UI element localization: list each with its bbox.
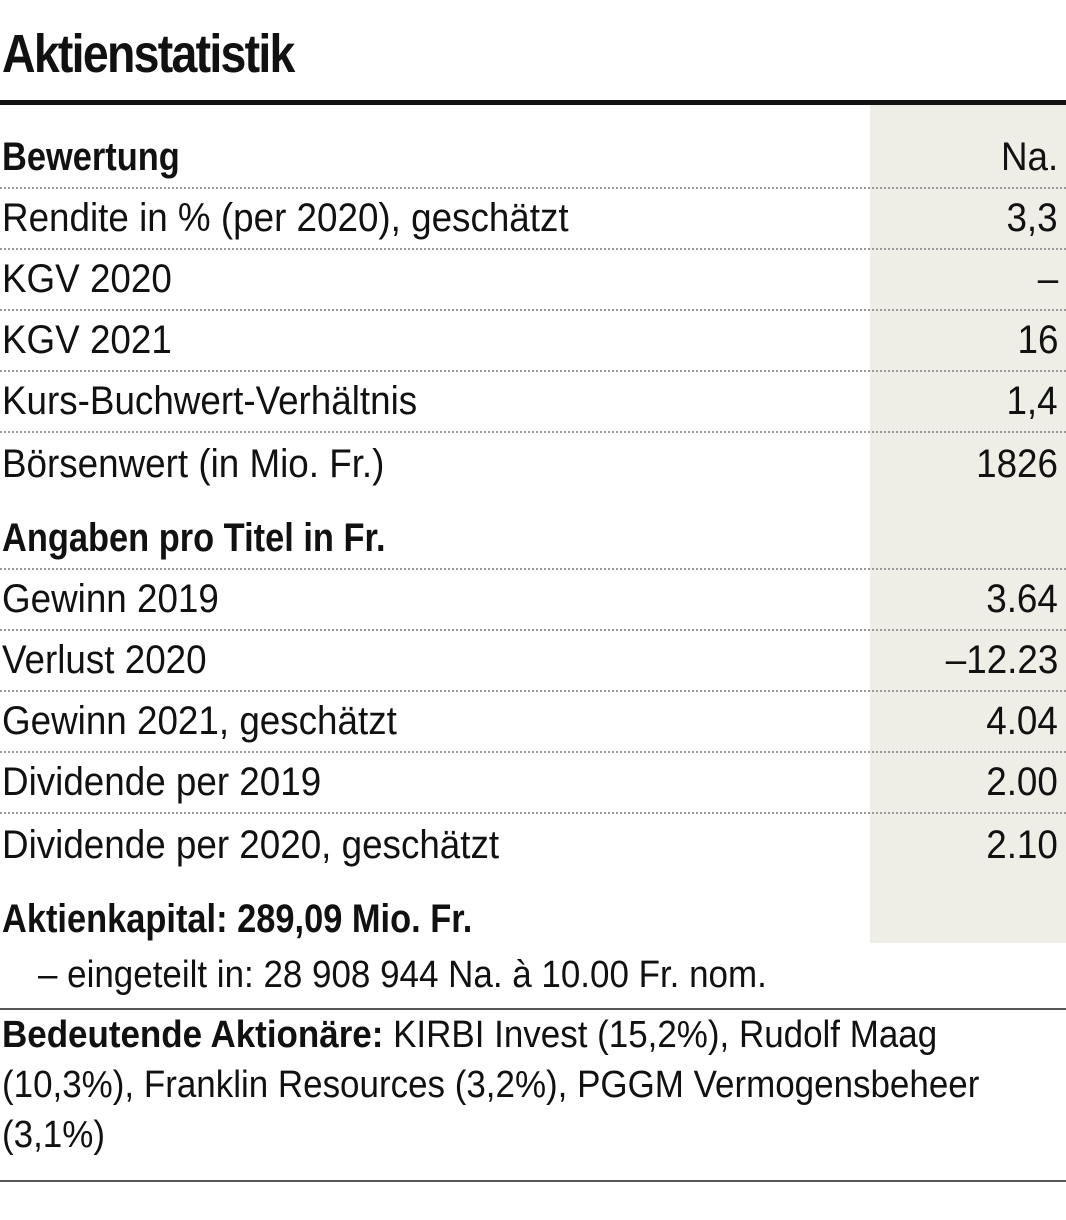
table-row: Dividende per 2020, geschätzt 2.10 xyxy=(0,814,1066,875)
bottom-rule xyxy=(0,1180,1066,1182)
table-row: Verlust 2020 –12.23 xyxy=(0,631,1066,692)
row-value: 1,4 xyxy=(1006,379,1058,423)
row-label: Kurs-Buchwert-Verhältnis xyxy=(2,379,418,423)
table-row: Gewinn 2019 3.64 xyxy=(0,570,1066,631)
section-header-angaben: Angaben pro Titel in Fr. xyxy=(0,509,1066,570)
row-label: Gewinn 2021, geschätzt xyxy=(2,699,397,743)
row-label: Verlust 2020 xyxy=(2,638,207,682)
row-value: 2.10 xyxy=(986,823,1058,867)
aktienkapital-detail: – eingeteilt in: 28 908 944 Na. à 10.00 … xyxy=(38,954,767,996)
row-value: 1826 xyxy=(976,442,1058,486)
table-row: Rendite in % (per 2020), geschätzt 3,3 xyxy=(0,189,1066,250)
table-row: Kurs-Buchwert-Verhältnis 1,4 xyxy=(0,372,1066,433)
aktionaere-label: Bedeutende Aktionäre: xyxy=(2,1014,384,1056)
aktienkapital-label: Aktienkapital: 289,09 Mio. Fr. xyxy=(2,897,473,941)
row-label: Börsenwert (in Mio. Fr.) xyxy=(2,442,385,486)
table-row: KGV 2021 16 xyxy=(0,311,1066,372)
section-heading: Angaben pro Titel in Fr. xyxy=(2,516,386,560)
page-title: Aktienstatistik xyxy=(2,24,295,84)
row-label: Gewinn 2019 xyxy=(2,577,219,621)
row-value: 3,3 xyxy=(1006,196,1058,240)
row-label: Dividende per 2019 xyxy=(2,760,322,804)
row-label: Rendite in % (per 2020), geschätzt xyxy=(2,196,569,240)
row-label: KGV 2021 xyxy=(2,318,172,362)
row-value: 2.00 xyxy=(986,760,1058,804)
table-row: Dividende per 2019 2.00 xyxy=(0,753,1066,814)
row-value: 3.64 xyxy=(986,577,1058,621)
row-label: Dividende per 2020, geschätzt xyxy=(2,823,500,867)
divider xyxy=(0,1008,1066,1010)
row-label: KGV 2020 xyxy=(2,257,172,301)
row-value: 16 xyxy=(1017,318,1058,362)
section-heading-value: Na. xyxy=(1000,135,1058,179)
row-value: –12.23 xyxy=(945,638,1058,682)
section-header-bewertung: Bewertung Na. xyxy=(0,128,1066,189)
top-rule xyxy=(0,100,1066,105)
row-value: 4.04 xyxy=(986,699,1058,743)
aktionaere-text: KIRBI Invest (15,2%), Rudolf Maag (10,3%… xyxy=(2,1014,980,1156)
value-column-shade xyxy=(870,105,1066,943)
table-row: KGV 2020 – xyxy=(0,250,1066,311)
table-row: Gewinn 2021, geschätzt 4.04 xyxy=(0,692,1066,753)
table-row: Börsenwert (in Mio. Fr.) 1826 xyxy=(0,433,1066,494)
aktienkapital-row: Aktienkapital: 289,09 Mio. Fr. xyxy=(0,888,1066,949)
section-heading: Bewertung xyxy=(2,135,180,179)
aktionaere-block: Bedeutende Aktionäre: KIRBI Invest (15,2… xyxy=(2,1010,1060,1160)
row-value: – xyxy=(1037,257,1058,301)
